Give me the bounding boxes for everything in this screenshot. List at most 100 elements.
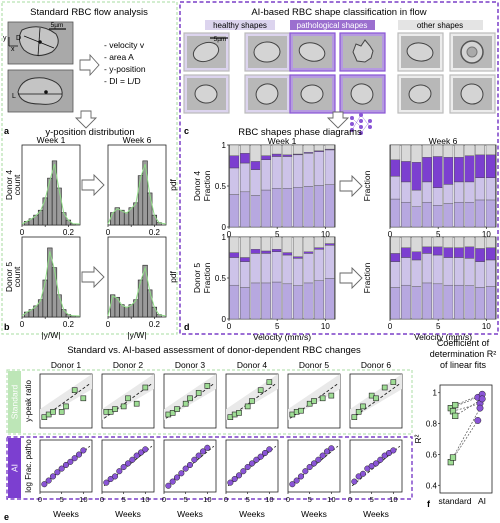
phase-week-label: Week 6: [429, 136, 458, 146]
phase-bar-healthy-light: [390, 261, 401, 288]
panel-letter-f: f: [427, 499, 431, 509]
phase-bar-patho: [401, 161, 411, 183]
phase-bar-healthy-light: [282, 254, 293, 285]
ai-data-point: [49, 473, 57, 480]
hist-bar: [61, 212, 67, 226]
standard-data-point: [174, 406, 180, 412]
phase-bar-healthy-light: [432, 187, 443, 206]
phase-bar-other: [464, 144, 475, 156]
phase-bar-other: [271, 144, 282, 155]
hist-bar: [151, 214, 158, 226]
phase-bar-healthy: [432, 205, 443, 228]
rbc-cell-center: [466, 46, 478, 58]
standard-data-point: [71, 387, 78, 394]
axis-y-symbol: y: [3, 35, 7, 42]
phase-bar-patho: [432, 246, 443, 256]
phase-bar-other: [475, 236, 485, 249]
phase-bar-other: [303, 144, 314, 153]
neural-network-icon: [350, 113, 372, 135]
phase-bar-healthy: [390, 287, 401, 320]
weeks-tick-label: 0: [286, 495, 290, 504]
r2-connector: [452, 407, 481, 458]
ai-data-point: [306, 463, 313, 471]
phase-bar-other: [422, 144, 432, 158]
phase-week-label: Week 1: [268, 136, 297, 146]
phase-bar-other: [324, 144, 335, 150]
phase-bar-patho: [239, 257, 250, 262]
phase-bar-healthy: [239, 191, 250, 228]
phase-bar-patho: [271, 249, 282, 252]
rbc-cell-shape: [298, 42, 326, 62]
phase-bar-other: [282, 144, 293, 156]
phase-bar-patho: [411, 251, 422, 261]
standard-data-point: [120, 403, 127, 410]
hist-week-arrow: [81, 265, 105, 289]
hist-bar: [110, 212, 116, 226]
ai-data-point: [116, 468, 123, 475]
phase-bar-healthy-light: [261, 159, 271, 191]
weeks-tick-label: 0: [224, 495, 228, 504]
other-category-label: other shapes: [417, 21, 463, 30]
coefficient-title-line2: determination R²: [430, 349, 497, 359]
standard-data-point: [195, 390, 202, 396]
ai-data-point: [71, 455, 78, 462]
rbc-cell-shape: [192, 41, 220, 63]
ai-data-point: [142, 446, 149, 453]
weeks-tick-label: 10: [265, 495, 273, 504]
phase-bar-other: [422, 236, 432, 248]
phase-bar-other: [390, 236, 401, 254]
standard-data-point: [58, 408, 65, 415]
phase-bar-patho: [282, 154, 293, 157]
hist-xtick-label: 0.2: [149, 320, 161, 329]
ai-data-point: [186, 461, 194, 469]
phase-bar-healthy: [422, 201, 432, 228]
phase-bar-healthy: [454, 284, 464, 320]
ai-data-point: [235, 472, 243, 479]
phase-bar-healthy-light: [422, 253, 432, 284]
hist-bar: [123, 306, 130, 318]
standard-data-point: [204, 383, 211, 389]
hist-bar: [42, 279, 48, 318]
phase-bar-patho: [271, 153, 282, 157]
ai-data-point: [244, 463, 251, 471]
r2-ylabel: R²: [413, 434, 423, 443]
phase-bar-patho: [485, 154, 496, 178]
weeks-label: Weeks: [177, 509, 203, 519]
r2-ytick-label: 0.6: [426, 450, 438, 459]
donor-label: Donor 1: [51, 360, 82, 370]
phase-bar-healthy-light: [324, 244, 335, 279]
phase-bar-patho: [324, 243, 335, 246]
diameter-symbol: D: [16, 35, 21, 42]
ai-row-border: [6, 436, 413, 500]
phase-bar-patho: [485, 247, 496, 261]
r2-ai-point: [478, 395, 486, 403]
ai-data-point: [129, 456, 136, 463]
phase-bar-healthy-light: [293, 154, 303, 188]
standard-data-point: [182, 400, 189, 407]
hist-bar: [123, 212, 130, 226]
phase-bar-patho: [422, 246, 432, 254]
phase-bar-healthy: [485, 199, 496, 228]
hist-bar: [110, 294, 116, 318]
phase-ytick-label: 0.5: [215, 182, 227, 191]
phase-bar-other: [239, 236, 250, 258]
phase-bar-healthy: [475, 199, 485, 228]
phase-bar-healthy-light: [485, 177, 496, 201]
hist-bar: [56, 187, 62, 226]
ai-data-point: [199, 448, 207, 455]
standard-section-title: Standard RBC flow analysis: [30, 7, 148, 18]
r2-ytick-label: 1: [433, 389, 438, 398]
rbc-thumbnails: [183, 32, 496, 129]
scale-bar-label: 5µm: [51, 22, 64, 29]
phase-xtick-label: 0: [388, 230, 393, 239]
phase-xtick-label: 10: [482, 322, 491, 331]
phase-xlabel: Velocity (mm/s): [253, 332, 311, 342]
rbc-cell-shape: [352, 39, 374, 63]
standard-row-border: [6, 369, 413, 435]
ai-data-point: [124, 460, 132, 467]
r2-connector: [455, 398, 483, 417]
phase-bar-other: [229, 144, 240, 156]
weeks-tick-label: 5: [370, 495, 374, 504]
ai-data-point: [315, 456, 322, 463]
ai-data-point: [248, 460, 256, 467]
